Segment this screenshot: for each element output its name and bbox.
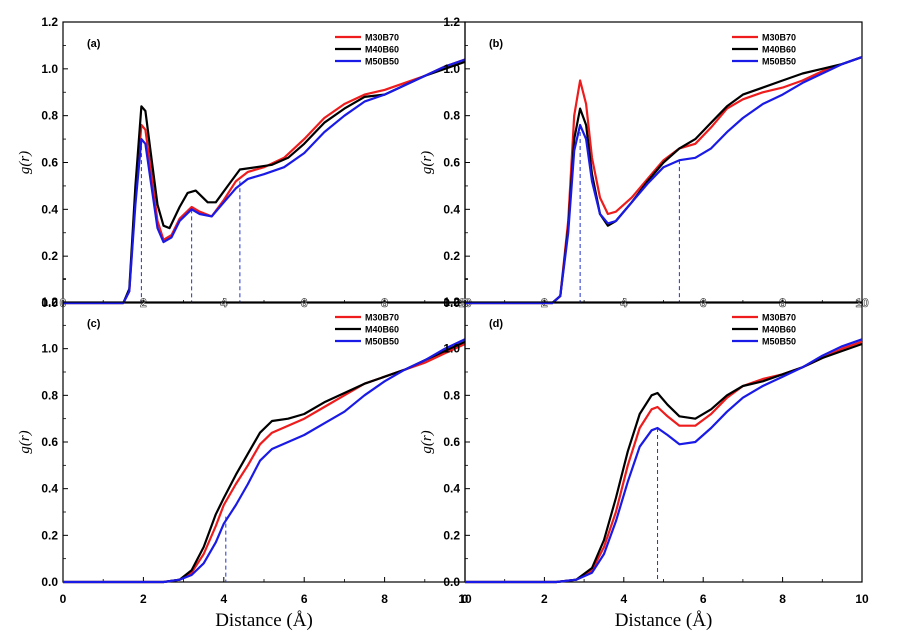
series-line-m30b70 [465, 340, 863, 584]
x-tick-label: 6 [301, 296, 308, 310]
plot-frame [464, 301, 863, 583]
series-line-m40b60 [63, 340, 466, 584]
y-tick-label: 0.8 [41, 388, 58, 402]
x-tick-label: 4 [620, 296, 627, 310]
series-line-m50b50 [63, 338, 466, 584]
panel-label: (b) [489, 38, 503, 50]
x-tick-label: 4 [220, 296, 227, 310]
y-tick-label: 0.8 [443, 388, 460, 402]
series-line-m40b60 [63, 60, 466, 305]
legend-entry: M40B60 [762, 325, 796, 335]
x-tick-label: 4 [220, 592, 227, 606]
x-tick-label: 10 [458, 592, 472, 606]
legend-entry: M50B50 [365, 57, 399, 67]
plot-frame [62, 301, 466, 583]
y-tick-label: 1.0 [443, 62, 460, 76]
x-tick-label: 2 [140, 592, 147, 606]
y-tick-label: 0.0 [443, 575, 460, 589]
y-tick-label: 1.2 [443, 295, 460, 309]
y-tick-label: 0.4 [41, 482, 58, 496]
series-line-m50b50 [465, 338, 863, 584]
legend-entry: M30B70 [762, 33, 796, 43]
y-tick-label: 1.0 [41, 342, 58, 356]
y-tick-label: 0.6 [443, 156, 460, 170]
y-tick-label: 0.2 [443, 528, 460, 542]
y-tick-label: 0.4 [443, 482, 460, 496]
x-tick-label: 10 [855, 592, 869, 606]
y-axis-label: g(r) [419, 151, 435, 174]
legend-entry: M50B50 [762, 57, 796, 67]
y-tick-label: 1.2 [443, 15, 460, 29]
legend-entry: M40B60 [762, 45, 796, 55]
x-tick-label: 0 [60, 592, 67, 606]
y-axis-label: g(r) [419, 430, 435, 453]
x-tick-label: 2 [541, 592, 548, 606]
x-tick-label: 6 [700, 296, 707, 310]
x-tick-label: 8 [779, 592, 786, 606]
series-line-m30b70 [63, 58, 466, 305]
plot-frame [62, 21, 466, 304]
legend-entry: M40B60 [365, 325, 399, 335]
x-tick-label: 6 [700, 592, 707, 606]
y-tick-label: 0.0 [443, 296, 460, 310]
series-line-m30b70 [465, 56, 863, 305]
y-tick-label: 0.8 [41, 109, 58, 123]
x-tick-label: 8 [381, 296, 388, 310]
series-line-m40b60 [465, 342, 863, 584]
legend-entry: M50B50 [365, 337, 399, 347]
y-tick-label: 0.6 [443, 435, 460, 449]
panel-label: (c) [87, 318, 101, 330]
panel-label: (d) [489, 318, 503, 330]
x-tick-label: 8 [381, 592, 388, 606]
y-tick-label: 0.2 [443, 249, 460, 263]
y-tick-label: 1.2 [41, 295, 58, 309]
panel-label: (a) [87, 38, 101, 50]
x-tick-label: 4 [620, 592, 627, 606]
panel-c: 0.0 0.2 0.4 0.6 0.8 1.0 1.2 0 2 4 6 8 10 g(r) Distance… [17, 278, 472, 631]
y-tick-label: 1.2 [41, 15, 58, 29]
y-tick-label: 0.2 [41, 249, 58, 263]
y-tick-label: 0.4 [41, 202, 58, 216]
x-axis-label: Distance (Å) [215, 610, 313, 631]
x-tick-label: 2 [140, 296, 147, 310]
series-line-m50b50 [63, 58, 466, 305]
panel-d: 0.0 0.2 0.4 0.6 0.8 1.0 1.2 0 2 4 6 8 10 g(r) Distance… [419, 278, 869, 631]
x-tick-label: 6 [301, 592, 308, 606]
y-tick-label: 0.6 [41, 435, 58, 449]
series-line-m30b70 [63, 343, 466, 584]
x-axis-label: Distance (Å) [615, 610, 713, 631]
y-tick-label: 0.2 [41, 528, 58, 542]
legend-entry: M30B70 [365, 313, 399, 323]
y-tick-label: 0.8 [443, 109, 460, 123]
y-tick-label: 1.0 [41, 62, 58, 76]
y-tick-label: 0.6 [41, 156, 58, 170]
legend-entry: M50B50 [762, 337, 796, 347]
y-tick-label: 0.0 [41, 575, 58, 589]
x-tick-label: 8 [779, 296, 786, 310]
legend-entry: M30B70 [762, 313, 796, 323]
y-axis-label: g(r) [17, 151, 33, 174]
series-line-m40b60 [465, 56, 863, 305]
series-line-m50b50 [465, 56, 863, 305]
y-axis-label: g(r) [17, 430, 33, 453]
x-tick-label: 0 [462, 592, 469, 606]
y-tick-label: 0.0 [41, 296, 58, 310]
panel-b: 0.00.20.40.60.81.01.20 2 4 6 8 10g(r)(b)M30B7… [419, 15, 869, 310]
legend-entry: M30B70 [365, 33, 399, 43]
y-tick-label: 0.4 [443, 202, 460, 216]
legend-entry: M40B60 [365, 45, 399, 55]
y-tick-label: 1.0 [443, 342, 460, 356]
panel-a: 0.00.20.40.60.81.01.20246810g(r)(a)M30B7… [17, 15, 472, 310]
